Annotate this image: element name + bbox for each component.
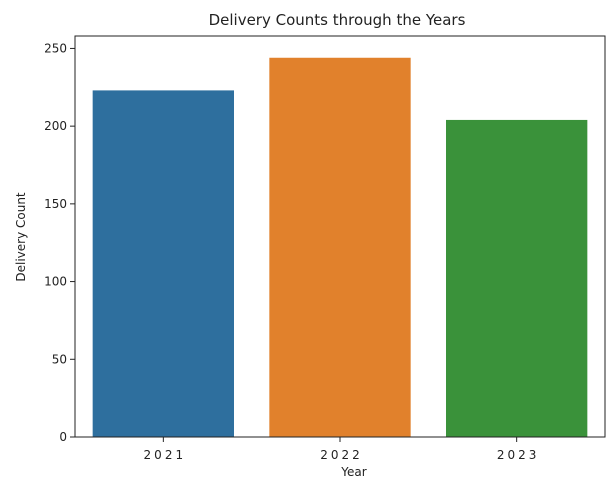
bar-2022 bbox=[269, 57, 411, 437]
y-tick-label-150: 150 bbox=[44, 197, 67, 211]
bar-2021 bbox=[92, 90, 235, 437]
bars-group bbox=[92, 57, 588, 437]
y-axis-ticks: 0 50 100 150 200 250 bbox=[44, 41, 75, 444]
y-tick-label-50: 50 bbox=[52, 352, 67, 366]
plot-frame bbox=[74, 35, 606, 438]
bar-2023 bbox=[446, 119, 588, 437]
x-tick-label-2023: 2023 bbox=[497, 448, 540, 462]
chart-title: Delivery Counts through the Years bbox=[209, 11, 466, 29]
y-tick-label-200: 200 bbox=[44, 119, 67, 133]
x-axis-label: Year bbox=[340, 465, 366, 479]
y-tick-label-0: 0 bbox=[59, 430, 67, 444]
y-axis-label: Delivery Count bbox=[14, 192, 28, 282]
x-tick-label-2021: 2021 bbox=[144, 448, 187, 462]
x-axis-ticks: 2021 2022 2023 bbox=[144, 437, 540, 462]
x-tick-label-2022: 2022 bbox=[320, 448, 363, 462]
y-tick-label-250: 250 bbox=[44, 41, 67, 55]
y-tick-label-100: 100 bbox=[44, 275, 67, 289]
